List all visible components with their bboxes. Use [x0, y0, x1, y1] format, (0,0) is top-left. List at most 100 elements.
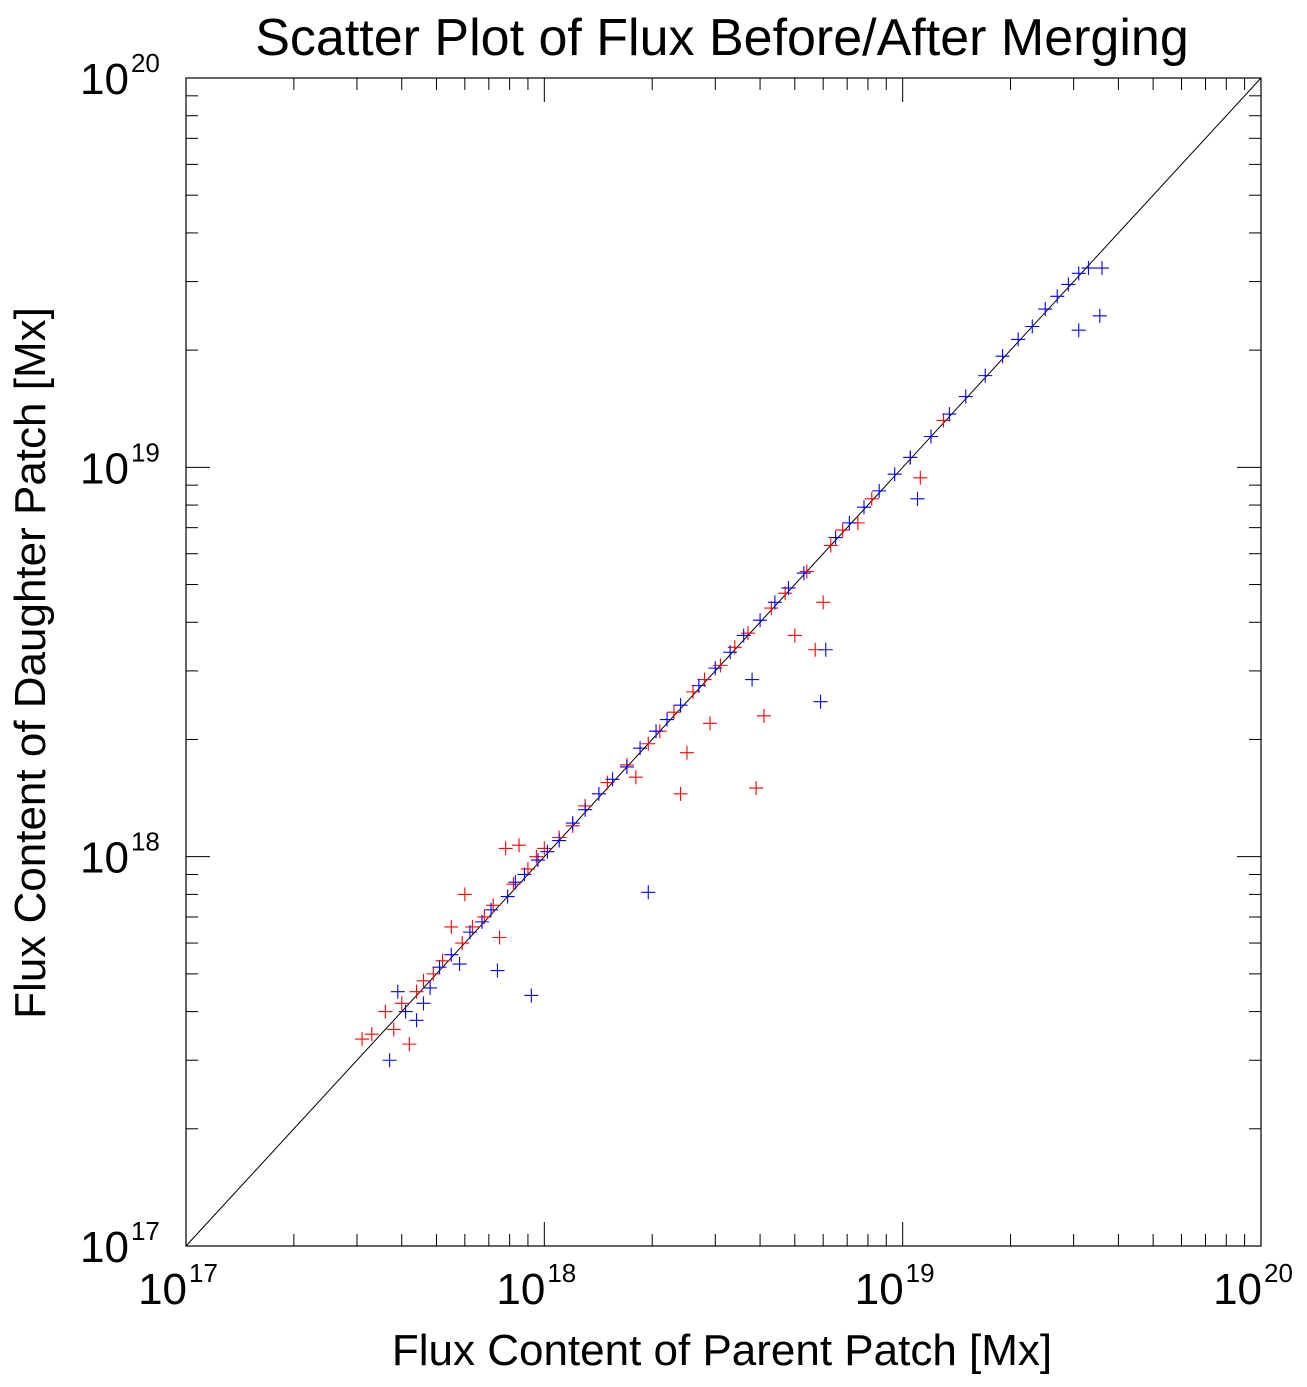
data-point [787, 628, 802, 643]
data-point [745, 672, 760, 687]
data-point [703, 716, 718, 731]
data-point [813, 694, 828, 709]
data-point [708, 661, 723, 676]
data-point [416, 973, 431, 988]
data-point [756, 708, 771, 723]
data-point [455, 936, 470, 951]
data-point [913, 470, 928, 485]
data-point [512, 838, 527, 853]
data-point [835, 523, 850, 538]
data-point [517, 867, 532, 882]
data-point [641, 736, 656, 751]
data-point [452, 957, 467, 972]
data-point [619, 759, 634, 774]
data-point [1081, 261, 1096, 276]
data-point [799, 564, 814, 579]
x-tick-label: 1020 [1213, 1258, 1293, 1314]
data-point [524, 988, 539, 1003]
data-point [740, 626, 755, 641]
data-point [520, 861, 535, 876]
x-tick-label: 1018 [496, 1258, 576, 1314]
data-point [444, 919, 459, 934]
data-point [910, 491, 925, 506]
data-point [816, 595, 831, 610]
data-point [432, 960, 447, 975]
data-point [578, 802, 593, 817]
data-point [506, 877, 521, 892]
data-point [416, 996, 431, 1011]
data-point [605, 772, 620, 787]
data-point [565, 816, 580, 831]
data-point [736, 628, 751, 643]
data-point [872, 483, 887, 498]
data-point [723, 645, 738, 660]
data-point [796, 566, 811, 581]
data-point [1038, 302, 1053, 317]
data-point [1095, 261, 1110, 276]
data-point [484, 902, 499, 917]
data-point [530, 853, 545, 868]
data-point [1025, 319, 1040, 334]
data-point [386, 1022, 401, 1037]
data-point [641, 885, 656, 900]
data-point [435, 953, 450, 968]
data-point [778, 586, 793, 601]
data-point [660, 712, 675, 727]
data-point [649, 724, 664, 739]
data-point [552, 833, 567, 848]
x-axis-label: Flux Content of Parent Patch [Mx] [392, 1326, 1052, 1375]
data-point [537, 841, 552, 856]
plot-frame [185, 77, 1262, 1247]
data-point [818, 642, 833, 657]
data-point [628, 770, 643, 785]
data-point [540, 844, 555, 859]
data-point [1092, 308, 1107, 323]
data-point [823, 538, 838, 553]
data-point [444, 947, 459, 962]
data-point [666, 705, 681, 720]
data-point [633, 741, 648, 756]
data-point [828, 530, 843, 545]
data-point [498, 841, 513, 856]
data-point [462, 925, 477, 940]
series-0 [355, 413, 951, 1052]
data-point [697, 672, 712, 687]
data-point [1071, 266, 1086, 281]
data-point [749, 781, 764, 796]
data-point [764, 601, 779, 616]
data-point [842, 515, 857, 530]
data-point [1071, 323, 1086, 338]
y-tick-label: 1017 [80, 1216, 160, 1272]
chart-title: Scatter Plot of Flux Before/After Mergin… [255, 9, 1189, 67]
x-tick-label: 1017 [138, 1258, 218, 1314]
y-tick-label: 1018 [80, 827, 160, 883]
data-point [958, 389, 973, 404]
data-point [508, 875, 523, 890]
data-point [1061, 277, 1076, 292]
data-point [500, 889, 515, 904]
data-point [394, 996, 409, 1011]
data-point [864, 491, 879, 506]
data-point [529, 849, 544, 864]
data-point [857, 500, 872, 515]
data-point [686, 684, 701, 699]
data-point [781, 580, 796, 595]
data-point [378, 1004, 393, 1019]
data-point [924, 429, 939, 444]
data-point [426, 966, 441, 981]
data-point [903, 450, 918, 465]
data-point [1050, 289, 1065, 304]
data-point [673, 698, 688, 713]
data-point [753, 613, 768, 628]
data-point [995, 349, 1010, 364]
data-point [402, 1037, 417, 1052]
data-point [887, 467, 902, 482]
x-tick-label: 1019 [855, 1258, 935, 1314]
data-point [936, 413, 951, 428]
data-point [364, 1027, 379, 1042]
series-1 [382, 261, 1110, 1068]
data-point [355, 1032, 370, 1047]
data-point [1011, 332, 1026, 347]
y-tick-label: 1019 [80, 437, 160, 493]
